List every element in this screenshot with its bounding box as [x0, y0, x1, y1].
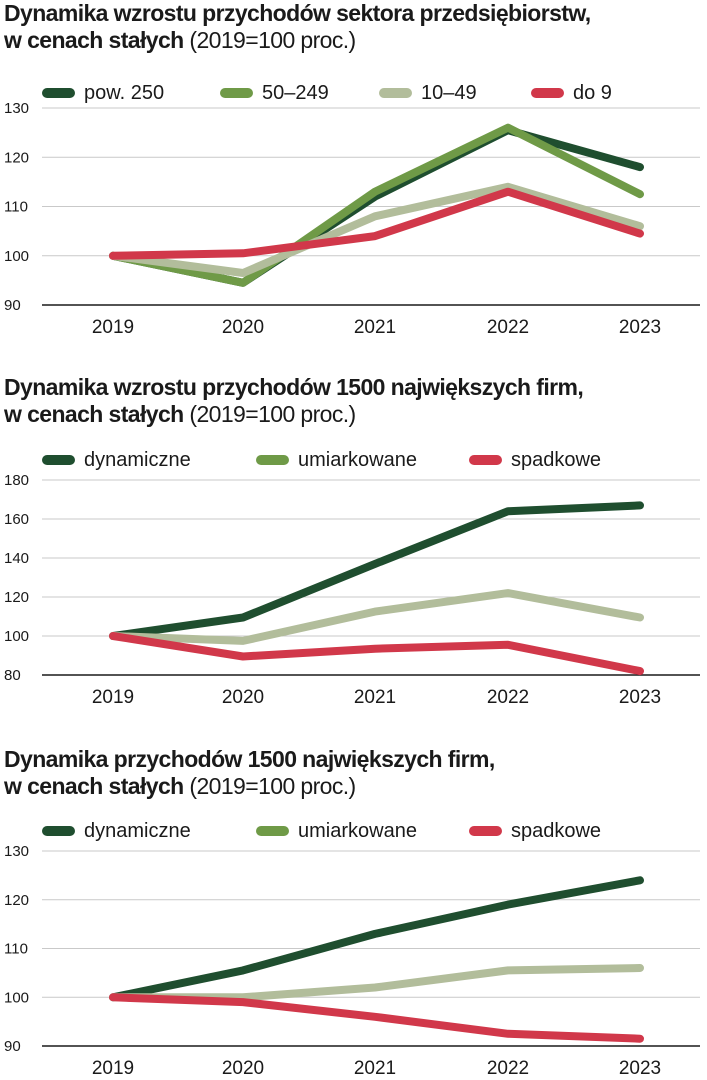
chart-title-1-line1: Dynamika wzrostu przychodów sektora prze… — [4, 0, 591, 26]
legend-label: pow. 250 — [84, 82, 165, 104]
series-line-spadkowe — [109, 993, 644, 1043]
legend-label: umiarkowane — [298, 449, 417, 471]
series-line-50-249 — [109, 123, 644, 287]
legend-label: dynamiczne — [84, 820, 191, 842]
x-tick-label: 2020 — [222, 317, 264, 338]
x-tick-label: 2023 — [619, 317, 661, 338]
chart-title-2: Dynamika wzrostu przychodów 1500 najwięk… — [4, 374, 584, 428]
legend-swatch — [256, 826, 289, 836]
legend-swatch — [469, 826, 502, 836]
x-tick-label: 2023 — [619, 687, 661, 708]
legend-label: do 9 — [573, 82, 612, 104]
chart-title-1-unit: (2019=100 proc.) — [189, 27, 356, 53]
y-tick-label: 160 — [4, 511, 29, 528]
x-tick-label: 2019 — [92, 1058, 134, 1079]
x-tick-label: 2022 — [487, 317, 529, 338]
legend-swatch — [379, 88, 412, 98]
series-line-spadkowe — [109, 632, 644, 676]
y-tick-label: 140 — [4, 550, 29, 567]
x-tick-label: 2022 — [487, 687, 529, 708]
chart-title-2-unit: (2019=100 proc.) — [189, 401, 356, 427]
chart-title-1-line2: w cenach stałych — [4, 27, 184, 53]
chart-title-1: Dynamika wzrostu przychodów sektora prze… — [4, 0, 591, 54]
y-tick-label: 110 — [4, 941, 28, 958]
y-tick-label: 130 — [4, 100, 29, 117]
series-line-10-49 — [109, 182, 644, 277]
legend-label: dynamiczne — [84, 449, 191, 471]
line-chart-1: 90 100 110 120 130 2019 2020 2021 2022 2023 — [4, 100, 700, 338]
legend-label: umiarkowane — [298, 820, 417, 842]
x-tick-label: 2022 — [487, 1058, 529, 1079]
chart-title-2-line2: w cenach stałych — [4, 401, 184, 427]
legend-swatch — [531, 88, 564, 98]
legend-swatch — [42, 88, 75, 98]
legend-swatch — [42, 826, 75, 836]
series-line-dynamiczne — [109, 501, 644, 640]
y-tick-label: 110 — [4, 199, 28, 216]
x-tick-label: 2021 — [354, 1058, 396, 1079]
chart-title-3-unit: (2019=100 proc.) — [189, 773, 356, 799]
y-tick-label: 120 — [4, 892, 29, 909]
chart-legend-2: dynamiczne umiarkowane spadkowe — [42, 447, 692, 473]
chart-title-3-line2: w cenach stałych — [4, 773, 184, 799]
y-tick-label: 100 — [4, 628, 29, 645]
y-tick-label: 120 — [4, 149, 29, 166]
x-tick-label: 2019 — [92, 317, 134, 338]
x-tick-label: 2019 — [92, 687, 134, 708]
x-tick-label: 2020 — [222, 1058, 264, 1079]
x-tick-label: 2021 — [354, 687, 396, 708]
y-tick-label: 90 — [4, 297, 21, 314]
y-tick-label: 90 — [4, 1038, 21, 1055]
chart-legend-1: pow. 250 50–249 10–49 do 9 — [42, 80, 692, 106]
chart-title-3-line1: Dynamika przychodów 1500 największych fi… — [4, 746, 495, 772]
line-chart-2: 80 100 120 140 160 180 2019 2020 2021 2022 2023 — [4, 472, 700, 708]
x-tick-label: 2021 — [354, 317, 396, 338]
chart-title-2-line1: Dynamika wzrostu przychodów 1500 najwięk… — [4, 374, 584, 400]
legend-label: 10–49 — [421, 82, 477, 104]
series-line-umiarkowane — [109, 589, 644, 645]
legend-label: spadkowe — [511, 820, 602, 842]
legend-swatch — [256, 455, 289, 465]
y-tick-label: 130 — [4, 843, 29, 860]
x-tick-label: 2020 — [222, 687, 264, 708]
y-tick-label: 80 — [4, 667, 21, 684]
y-tick-label: 100 — [4, 248, 29, 265]
series-line-dynamiczne — [109, 876, 644, 1002]
legend-swatch — [42, 455, 75, 465]
series-line-do-9 — [109, 187, 644, 260]
y-tick-label: 100 — [4, 989, 29, 1006]
chart-title-3: Dynamika przychodów 1500 największych fi… — [4, 746, 495, 800]
y-tick-label: 180 — [4, 472, 29, 489]
legend-swatch — [220, 88, 253, 98]
legend-label: 50–249 — [262, 82, 329, 104]
x-tick-label: 2023 — [619, 1058, 661, 1079]
legend-label: spadkowe — [511, 449, 602, 471]
chart-legend-3: dynamiczne umiarkowane spadkowe — [42, 818, 692, 844]
legend-swatch — [469, 455, 502, 465]
y-tick-label: 120 — [4, 589, 29, 606]
